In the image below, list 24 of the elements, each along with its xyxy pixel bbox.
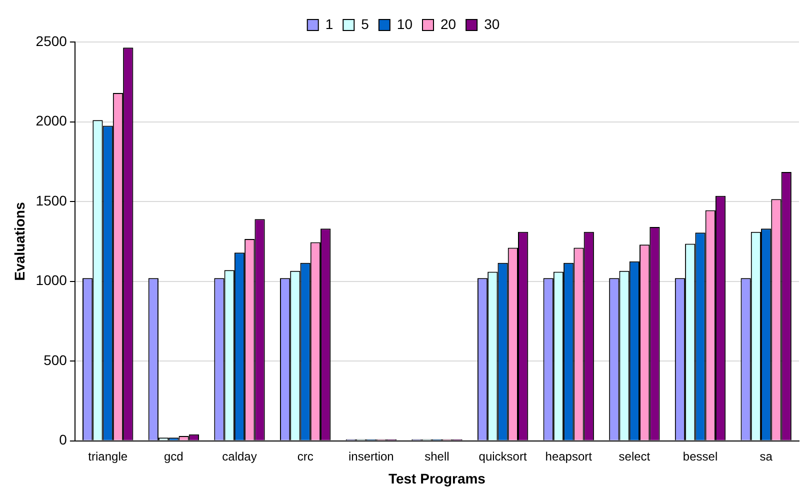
y-axis-title: Evaluations — [11, 202, 28, 281]
x-tick-label: crc — [297, 449, 314, 464]
y-tick-label: 1500 — [36, 192, 68, 208]
x-axis-title: Test Programs — [388, 470, 486, 486]
y-tick-label: 500 — [44, 352, 68, 368]
x-tick-label: select — [618, 449, 651, 464]
x-tick-label: shell — [424, 449, 450, 464]
legend-label: 30 — [484, 16, 500, 32]
legend-label: 10 — [396, 16, 413, 32]
x-tick-label: insertion — [348, 449, 394, 464]
x-tick-label: triangle — [88, 449, 128, 464]
x-tick-label: bessel — [682, 449, 718, 464]
legend-label: 5 — [361, 16, 370, 32]
x-tick-label: gcd — [164, 449, 184, 464]
x-tick-label: sa — [760, 449, 773, 464]
x-tick-label: heapsort — [545, 449, 593, 464]
x-tick-label: quicksort — [478, 449, 528, 464]
legend-label: 20 — [440, 16, 456, 32]
y-tick-label: 2000 — [36, 112, 68, 129]
y-tick-label: 2500 — [36, 32, 68, 49]
x-tick-label: calday — [222, 449, 257, 464]
legend-label: 1 — [325, 16, 334, 32]
y-tick-label: 1000 — [36, 272, 68, 288]
y-tick-label: 0 — [59, 432, 68, 448]
